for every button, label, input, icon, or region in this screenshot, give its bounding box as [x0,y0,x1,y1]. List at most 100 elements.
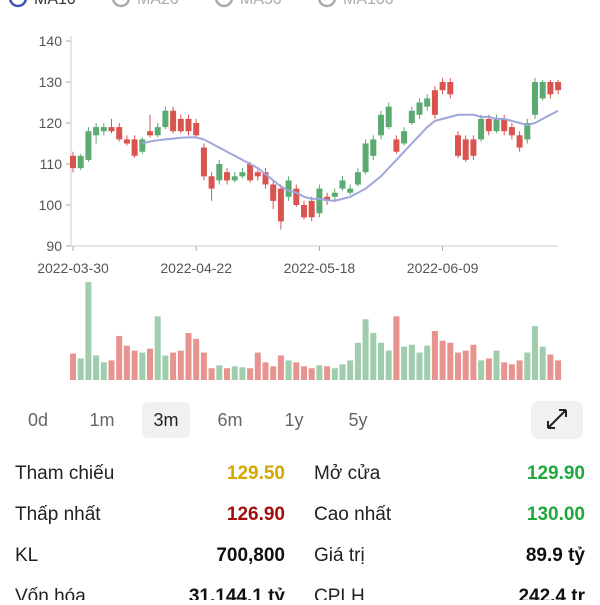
volume-bar [193,338,200,380]
legend-label[interactable]: MA100 [343,0,394,8]
candle-body [285,180,292,197]
stat-value: 89.9 tỷ [526,545,586,566]
volume-bar [285,360,292,380]
stat-label: Vốn hóa [15,586,86,600]
range-button[interactable]: 1m [89,410,114,430]
volume-bar [224,368,230,380]
candle-body [539,82,546,99]
volume-bar [408,344,415,380]
range-button[interactable]: 0d [28,410,48,430]
candle-body [301,205,307,218]
x-tick-label: 2022-05-18 [284,260,356,276]
volume-bar [239,367,246,380]
range-button[interactable]: 1y [284,410,303,430]
volume-bar [547,354,554,380]
candle-body [70,155,76,169]
legend-label[interactable]: MA10 [34,0,76,8]
volume-bar [270,366,277,380]
candle-body [170,110,177,132]
volume-bar [385,350,392,380]
legend-label[interactable]: MA50 [240,0,282,8]
volume-bar [470,344,477,380]
candle-body [177,118,184,132]
candle-body [416,102,423,115]
candle-body [470,139,477,156]
stat-label: Giá trị [314,545,365,566]
volume-bar [262,362,269,380]
range-selected-bg [142,402,190,438]
expand-icon [547,409,567,429]
candle-body [478,118,485,140]
candle-body [224,172,230,181]
range-button[interactable]: 3m [153,410,178,430]
volume-bar [347,360,354,380]
volume-bar [100,362,107,380]
legend-marker[interactable] [317,0,337,8]
volume-bar [308,368,315,380]
ma-line [142,109,559,202]
candle-body [131,139,138,156]
candle-body [508,127,515,136]
volume-bar [539,346,546,380]
volume-bar [77,358,84,380]
candle-body [354,172,361,185]
volume-bar [216,365,223,380]
candle-body [532,82,538,115]
volume-bar [493,350,500,380]
stat-label: KL [15,545,38,566]
volume-bar [131,350,138,380]
candle-body [316,188,323,214]
y-tick-label: 100 [39,197,63,213]
candle-body [431,90,438,115]
candle-body [208,176,215,189]
y-tick-label: 90 [46,238,62,254]
volume-bar [85,282,92,380]
range-button[interactable]: 5y [348,410,367,430]
volume-bar [370,332,377,380]
candle-body [408,110,415,123]
candle-body [277,188,284,222]
volume-bar [485,358,492,380]
candle-body [331,192,338,197]
candle-body [378,114,384,136]
candle-body [308,200,315,218]
volume-bar [362,319,369,380]
volume-bar [431,331,438,380]
volume-bar [555,360,562,380]
volume-bar [331,368,338,380]
stat-value: 129.50 [227,463,285,484]
x-tick-label: 2022-06-09 [407,260,479,276]
legend-marker[interactable] [111,0,131,8]
candle-body [347,188,354,193]
volume-bar [147,348,153,380]
candle-body [154,127,161,136]
stat-label: Thấp nhất [15,504,101,525]
stat-value: 129.90 [527,463,585,484]
volume-bar [231,366,238,380]
candle-body [108,127,115,132]
candle-body [262,172,269,185]
candle-body [447,82,454,95]
volume-bar [200,352,207,380]
candle-body [547,82,554,95]
legend-marker[interactable] [214,0,234,8]
volume-bar [339,364,346,380]
stat-label: Cao nhất [314,504,392,525]
candle-body [493,118,500,132]
candle-body [385,106,392,128]
volume-bar [324,366,331,380]
candle-body [362,143,369,173]
x-tick-label: 2022-04-22 [160,260,232,276]
range-button[interactable]: 6m [217,410,242,430]
candle-body [370,139,377,156]
volume-bar [123,345,130,380]
candle-body [247,164,254,181]
volume-bar [516,360,523,380]
candle-body [139,139,146,152]
candle-body [193,123,200,136]
legend-label[interactable]: MA20 [137,0,179,8]
legend-marker[interactable] [8,0,28,8]
volume-bar [139,352,146,380]
